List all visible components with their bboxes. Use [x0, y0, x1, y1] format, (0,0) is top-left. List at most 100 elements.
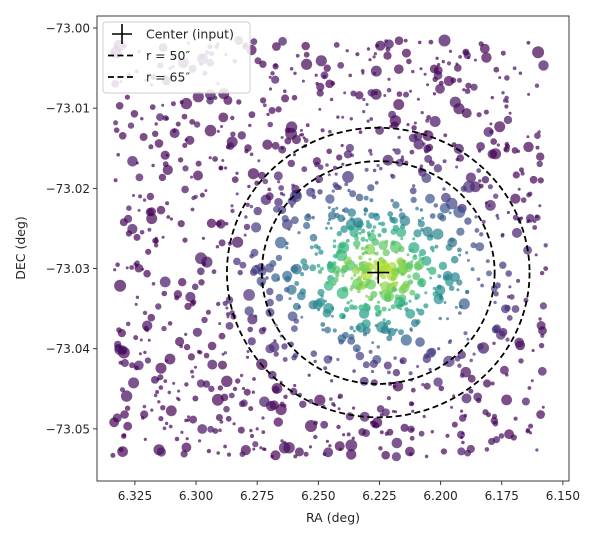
star-point — [465, 290, 470, 294]
star-point — [341, 274, 345, 278]
star-point — [439, 214, 447, 222]
star-point — [428, 266, 437, 275]
star-point — [225, 322, 234, 330]
star-point — [159, 276, 171, 288]
star-point — [432, 92, 437, 96]
star-point — [534, 83, 540, 88]
star-point — [193, 194, 198, 199]
star-point — [391, 286, 397, 293]
star-point — [378, 222, 382, 226]
star-point — [501, 394, 512, 406]
star-point — [233, 257, 241, 266]
star-point — [419, 249, 427, 256]
star-point — [365, 267, 371, 273]
star-point — [394, 148, 401, 155]
star-point — [426, 115, 431, 120]
star-point — [371, 341, 375, 345]
star-point — [372, 424, 376, 428]
star-point — [400, 283, 410, 293]
star-point — [261, 326, 267, 332]
star-point — [237, 131, 246, 140]
star-point — [498, 76, 502, 80]
y-axis-ticks: −73.00 −73.01 −73.02 −73.03 −73.04 −73.05 — [46, 22, 97, 436]
star-point — [417, 308, 425, 316]
star-point — [349, 299, 353, 303]
star-point — [355, 193, 364, 202]
star-point — [328, 444, 332, 448]
star-point — [335, 249, 347, 261]
star-point — [158, 173, 167, 182]
star-point — [340, 225, 348, 233]
star-point — [114, 279, 127, 292]
star-point — [249, 204, 254, 209]
star-point — [269, 341, 280, 353]
star-point — [226, 142, 235, 150]
star-point — [268, 75, 272, 79]
star-point — [391, 452, 401, 462]
star-point — [330, 314, 334, 318]
star-point — [406, 58, 412, 65]
star-point — [154, 122, 158, 126]
star-point — [305, 123, 310, 128]
star-point — [125, 230, 132, 237]
star-point — [461, 393, 472, 404]
x-tick-label: 6.200 — [423, 489, 457, 503]
star-point — [206, 218, 217, 228]
star-point — [410, 196, 417, 203]
star-point — [280, 439, 284, 443]
star-point — [116, 152, 120, 157]
star-point — [193, 170, 203, 181]
star-point — [267, 187, 272, 192]
star-point — [299, 133, 302, 137]
star-point — [350, 153, 354, 158]
star-point — [169, 217, 173, 221]
star-point — [412, 254, 418, 261]
star-point — [498, 433, 505, 439]
star-point — [374, 304, 381, 312]
star-point — [508, 111, 512, 115]
star-point — [506, 315, 513, 321]
star-point — [157, 400, 161, 404]
star-point — [311, 188, 315, 192]
star-point — [415, 206, 419, 211]
star-point — [345, 143, 354, 153]
star-point — [332, 165, 338, 171]
star-point — [145, 208, 154, 217]
star-point — [365, 294, 369, 298]
star-point — [424, 291, 428, 295]
star-point — [493, 291, 499, 297]
star-point — [323, 355, 333, 364]
star-point — [530, 379, 534, 383]
star-point — [365, 222, 373, 229]
star-point — [323, 366, 328, 371]
star-point — [412, 237, 416, 241]
star-point — [428, 160, 435, 167]
star-point — [355, 52, 360, 57]
star-point — [474, 215, 478, 219]
star-point — [409, 187, 417, 195]
star-point — [409, 289, 416, 296]
star-point — [309, 233, 318, 242]
star-point — [381, 408, 390, 417]
star-point — [534, 253, 538, 257]
star-point — [489, 122, 493, 126]
star-point — [368, 257, 372, 261]
star-point — [323, 303, 334, 314]
star-point — [353, 240, 361, 248]
star-point — [247, 168, 259, 180]
star-point — [243, 223, 251, 231]
star-point — [165, 201, 170, 206]
star-point — [538, 342, 545, 349]
star-point — [351, 436, 355, 440]
star-point — [282, 403, 287, 408]
star-point — [386, 396, 391, 401]
star-point — [368, 58, 372, 62]
star-point — [291, 354, 297, 361]
star-point — [323, 64, 331, 72]
star-point — [455, 62, 459, 66]
star-point — [296, 291, 306, 301]
star-point — [466, 258, 470, 262]
star-point — [332, 244, 337, 249]
star-point — [347, 208, 357, 217]
star-point — [516, 278, 521, 283]
